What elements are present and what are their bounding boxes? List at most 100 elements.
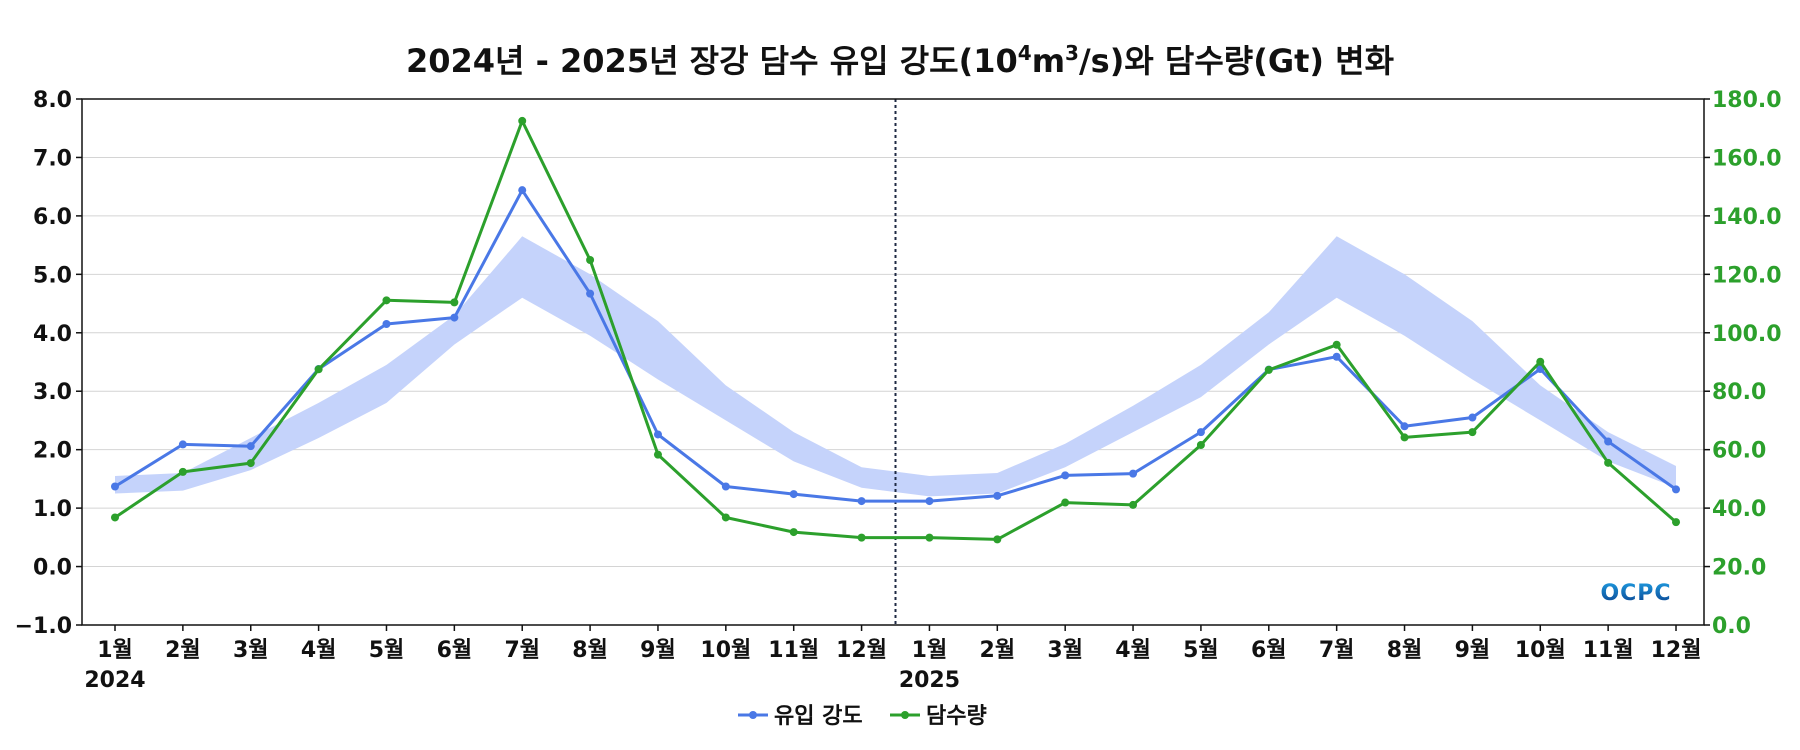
left-tick-label: 5.0 bbox=[33, 263, 72, 288]
freshwater-volume-point bbox=[178, 467, 187, 476]
inflow-intensity-point bbox=[925, 497, 934, 506]
x-tick-label: 9월 bbox=[640, 638, 676, 663]
right-tick-label: 80.0 bbox=[1712, 380, 1766, 405]
x-tick-label: 7월 bbox=[1319, 638, 1355, 663]
right-tick-label: 180.0 bbox=[1712, 88, 1782, 113]
inflow-intensity-point bbox=[721, 482, 730, 491]
x-tick-label: 4월 bbox=[1115, 638, 1151, 663]
chart-title-sup-3: 3 bbox=[1065, 41, 1079, 65]
legend-marker-freshwater-volume bbox=[901, 711, 909, 719]
inflow-intensity-point bbox=[1196, 428, 1205, 437]
left-tick-label: 2.0 bbox=[33, 439, 72, 464]
left-tick-label: 3.0 bbox=[33, 380, 72, 405]
inflow-intensity-point bbox=[1604, 437, 1613, 446]
x-tick-label: 4월 bbox=[301, 638, 337, 663]
x-tick-label: 5월 bbox=[369, 638, 405, 663]
freshwater-volume-point bbox=[721, 513, 730, 522]
freshwater-volume-point bbox=[1129, 500, 1138, 509]
right-tick-label: 160.0 bbox=[1712, 146, 1782, 171]
inflow-intensity-point bbox=[653, 430, 662, 439]
x-tick-label: 11월 bbox=[1583, 638, 1634, 663]
year-label: 2024 bbox=[84, 668, 145, 693]
chart-title-suffix: /s)와 담수량(Gt) 변화 bbox=[1079, 42, 1394, 80]
x-tick-label: 6월 bbox=[1251, 638, 1287, 663]
freshwater-volume-point bbox=[993, 535, 1002, 544]
left-tick-label: 6.0 bbox=[33, 205, 72, 230]
climatology-band-area bbox=[115, 236, 1676, 497]
chart-title-sup-4: 4 bbox=[1018, 41, 1032, 65]
year-label: 2025 bbox=[899, 668, 960, 693]
x-tick-label: 7월 bbox=[504, 638, 540, 663]
freshwater-volume-point bbox=[518, 116, 527, 125]
freshwater-volume-point bbox=[314, 365, 323, 374]
plot-frame bbox=[81, 98, 1705, 626]
freshwater-volume-point bbox=[857, 533, 866, 542]
inflow-intensity-point bbox=[178, 440, 187, 449]
inflow-intensity-point bbox=[1468, 413, 1477, 422]
inflow-intensity-point bbox=[1061, 471, 1070, 480]
inflow-intensity-point bbox=[1672, 485, 1681, 494]
freshwater-volume-point bbox=[450, 298, 459, 307]
inflow-intensity-point bbox=[789, 490, 798, 499]
x-tick-label: 10월 bbox=[700, 638, 751, 663]
left-tick-label: 4.0 bbox=[33, 322, 72, 347]
ocpc-logo-text: OCPC bbox=[1600, 581, 1671, 606]
chart-title-unit-m: m bbox=[1032, 42, 1065, 80]
right-tick-label: 40.0 bbox=[1712, 497, 1766, 522]
x-tick-label: 3월 bbox=[233, 638, 269, 663]
freshwater-volume-point bbox=[653, 450, 662, 459]
legend-label-freshwater-volume: 담수량 bbox=[926, 704, 987, 729]
right-tick-label: 100.0 bbox=[1712, 322, 1782, 347]
freshwater-volume-point bbox=[1061, 498, 1070, 507]
freshwater-volume-point bbox=[1196, 440, 1205, 449]
right-tick-label: 0.0 bbox=[1712, 614, 1751, 639]
inflow-intensity-point bbox=[382, 320, 391, 329]
x-tick-label: 5월 bbox=[1183, 638, 1219, 663]
freshwater-volume-point bbox=[1468, 428, 1477, 437]
ocpc-logo: OCPC bbox=[1600, 581, 1671, 606]
freshwater-volume-point bbox=[111, 513, 119, 522]
legend-marker-inflow-intensity bbox=[749, 711, 757, 719]
left-tick-label: 0.0 bbox=[33, 556, 72, 581]
legend: 유입 강도 담수량 bbox=[738, 704, 987, 729]
left-y-axis: −1.0 0.0 1.0 2.0 3.0 4.0 5.0 6.0 7.0 8.0 bbox=[15, 88, 82, 639]
right-tick-label: 60.0 bbox=[1712, 439, 1766, 464]
inflow-intensity-point bbox=[1332, 352, 1341, 361]
x-tick-label: 12월 bbox=[1651, 638, 1702, 663]
freshwater-volume-point bbox=[246, 459, 255, 468]
freshwater-volume-point bbox=[1400, 433, 1409, 442]
inflow-intensity-point bbox=[586, 289, 595, 298]
left-tick-label: 7.0 bbox=[33, 146, 72, 171]
right-tick-label: 120.0 bbox=[1712, 263, 1782, 288]
x-tick-label: 1월 bbox=[97, 638, 133, 663]
x-tick-label: 11월 bbox=[768, 638, 819, 663]
inflow-intensity-point bbox=[1129, 469, 1138, 478]
legend-label-inflow-intensity: 유입 강도 bbox=[774, 704, 863, 729]
freshwater-volume-point bbox=[1604, 458, 1613, 467]
x-tick-label: 6월 bbox=[437, 638, 473, 663]
x-tick-label: 10월 bbox=[1515, 638, 1566, 663]
freshwater-volume-point bbox=[1332, 340, 1341, 349]
chart-title-prefix: 2024년 - 2025년 장강 담수 유입 강도(10 bbox=[406, 42, 1018, 80]
freshwater-volume-point bbox=[1264, 365, 1273, 374]
inflow-intensity-line bbox=[114, 188, 1677, 503]
freshwater-volume-line bbox=[114, 119, 1677, 541]
x-tick-label: 9월 bbox=[1455, 638, 1491, 663]
inflow-intensity-point bbox=[111, 482, 119, 491]
inflow-intensity-point bbox=[1400, 422, 1409, 431]
x-tick-label: 1월 bbox=[912, 638, 948, 663]
x-tick-label: 12월 bbox=[836, 638, 887, 663]
series-layer bbox=[111, 116, 1681, 544]
x-tick-label: 3월 bbox=[1047, 638, 1083, 663]
freshwater-volume-point bbox=[1672, 518, 1681, 527]
left-tick-label: −1.0 bbox=[15, 614, 72, 639]
right-y-axis: 0.0 20.0 40.0 60.0 80.0 100.0 120.0 140.0 160.0 1… bbox=[1704, 88, 1782, 639]
freshwater-volume-point bbox=[925, 533, 934, 542]
inflow-intensity-point bbox=[450, 313, 459, 322]
climatology-band bbox=[115, 236, 1676, 497]
freshwater-volume-point bbox=[382, 296, 391, 305]
freshwater-volume-point bbox=[586, 256, 595, 265]
x-tick-label: 2월 bbox=[980, 638, 1016, 663]
x-tick-label: 8월 bbox=[1387, 638, 1423, 663]
